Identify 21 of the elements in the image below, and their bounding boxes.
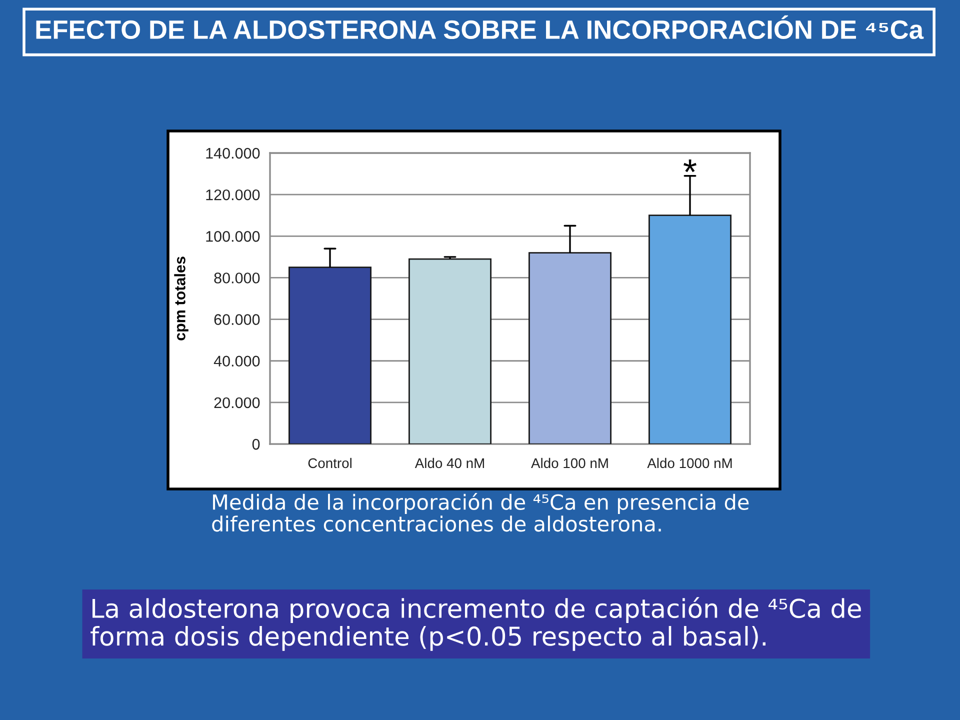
bar (408, 258, 492, 444)
y-tick-label: 120.000 (206, 189, 260, 200)
y-tick-label: 60.000 (214, 314, 260, 325)
chart-title: EFECTO DE LA ALDOSTERONA SOBRE LA INCORPORACIÓN DE ⁴⁵Ca (36, 15, 924, 40)
y-tick-label: 140.000 (206, 148, 260, 159)
text: La aldosterona provoca incremento de captación de ⁴⁵Ca de forma dosis dependiente (p<0.05 respecto al basal). (90, 597, 861, 651)
bar (528, 252, 612, 444)
y-tick-label: 20.000 (214, 397, 260, 408)
y-tick-label: 40.000 (214, 356, 260, 367)
annotation: * (684, 159, 696, 172)
x-tick-label: Control (308, 458, 352, 468)
y-tick-label: 0 (252, 438, 260, 450)
bar (648, 214, 732, 444)
y-tick-label: 100.000 (206, 231, 260, 242)
text: Medida de la incorporación de ⁴⁵Ca en presencia de diferentes concentraciones de aldosterona. (212, 493, 749, 532)
y-tick-label: 80.000 (214, 272, 260, 284)
x-tick-label: Aldo 100 nM (531, 458, 608, 468)
x-tick-label: Aldo 40 nM (414, 458, 484, 468)
x-tick-label: Aldo 1000 nM (647, 458, 732, 468)
bar (288, 266, 372, 444)
y-axis-title: cpm totales (174, 256, 188, 340)
